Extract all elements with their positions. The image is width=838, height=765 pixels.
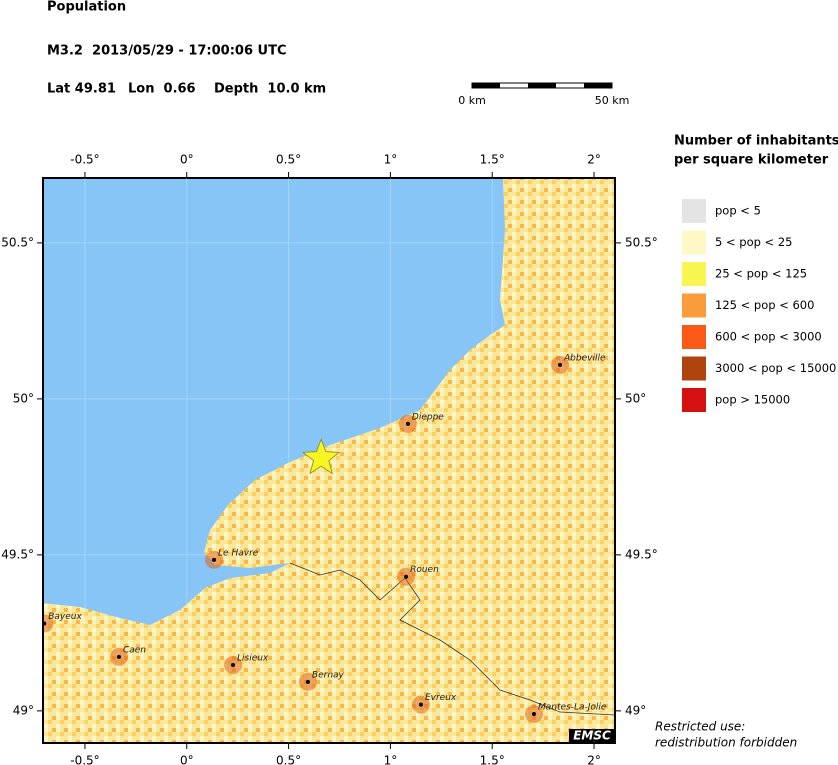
legend-swatch	[682, 388, 706, 412]
lon-label: 1°	[384, 754, 398, 765]
city-dot	[42, 621, 47, 626]
scale-bar: 0 km 50 km	[458, 82, 630, 107]
city-label: Mantes-La-Jolie	[538, 702, 607, 712]
legend-label: 5 < pop < 25	[715, 235, 792, 249]
lat-label: 50.5°	[1, 235, 34, 249]
scale-segment	[528, 83, 556, 88]
legend-label: 3000 < pop < 15000	[715, 361, 836, 375]
lat-label: 49.5°	[1, 547, 34, 561]
seine-river	[289, 562, 615, 716]
lon-label: 1.5°	[480, 754, 505, 765]
legend-swatch	[682, 199, 706, 223]
city-label: Bernay	[312, 670, 345, 680]
notice: Restricted use:	[655, 720, 745, 734]
lat-label: 50°	[13, 391, 34, 405]
lat-label: 49°	[625, 703, 646, 717]
lon-label: 0°	[180, 754, 194, 765]
notice: redistribution forbidden	[655, 736, 797, 750]
lon-label: -0.5°	[70, 754, 99, 765]
city-label: Dieppe	[412, 412, 444, 422]
badge-bg	[569, 729, 615, 743]
title: Population	[47, 0, 126, 15]
scale-segment	[584, 83, 612, 88]
lat-label: 49°	[13, 703, 34, 717]
scale-segment	[472, 83, 500, 88]
urban-area	[43, 614, 54, 633]
city-dot	[212, 557, 217, 562]
lon-label: 0.5°	[276, 153, 301, 167]
legend-swatch	[682, 325, 706, 349]
urban-areas	[43, 355, 570, 723]
epicenter-star	[302, 438, 341, 475]
depth-info: Depth 10.0 km	[214, 82, 326, 97]
city-dot	[305, 679, 310, 684]
scale-start: 0 km	[458, 94, 486, 107]
lon-info: Lon 0.66	[128, 82, 196, 97]
lat-label: 50°	[625, 391, 646, 405]
lat-label: 50.5°	[625, 235, 658, 249]
event-info: M3.2 2013/05/29 - 17:00:06 UTC	[47, 44, 286, 59]
legend-title: Number of inhabitants	[674, 134, 838, 149]
legend-label: 600 < pop < 3000	[715, 330, 822, 344]
lat-label: 49.5°	[625, 547, 658, 561]
sea	[43, 178, 505, 625]
legend-swatch	[682, 356, 706, 381]
lon-label: 2°	[587, 153, 601, 167]
scale-end: 50 km	[595, 94, 630, 107]
lon-label: 1°	[384, 153, 398, 167]
lon-label: 0°	[180, 153, 194, 167]
city-dot	[116, 654, 121, 659]
city-dot	[558, 362, 563, 367]
lon-label: -0.5°	[70, 153, 99, 167]
city-label: Bayeux	[48, 612, 82, 622]
city-label: Evreux	[425, 693, 457, 703]
legend-label: pop < 5	[715, 204, 761, 218]
city-dot	[405, 421, 410, 426]
map-frame	[42, 177, 616, 744]
city-label: Le Havre	[218, 548, 259, 558]
legend-label: 125 < pop < 600	[715, 298, 814, 312]
city-dot	[230, 663, 235, 668]
legend-swatch	[682, 230, 706, 255]
legend-title: per square kilometer	[674, 153, 829, 168]
city-dot	[404, 574, 409, 579]
city-label: Abbeville	[563, 353, 606, 363]
badge: EMSC	[573, 729, 611, 743]
city-label: Lisieux	[237, 654, 269, 664]
city-label: Rouen	[410, 565, 439, 575]
lat-info: Lat 49.81	[47, 82, 116, 97]
legend-label: pop > 15000	[715, 393, 790, 407]
legend-swatch	[682, 293, 706, 318]
lon-label: 0.5°	[276, 754, 301, 765]
legend-label: 25 < pop < 125	[715, 267, 807, 281]
lon-label: 1.5°	[480, 153, 505, 167]
city-dot	[531, 711, 536, 716]
city-label: Caen	[123, 645, 146, 655]
legend-swatch	[682, 262, 706, 286]
lon-label: 2°	[587, 754, 601, 765]
city-dot	[418, 702, 423, 707]
